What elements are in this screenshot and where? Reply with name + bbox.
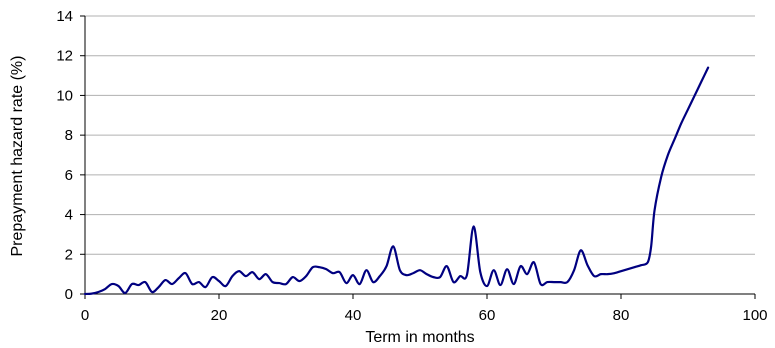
- y-tick-label: 12: [56, 48, 73, 65]
- y-tick-label: 4: [65, 207, 73, 224]
- y-tick-label: 14: [56, 8, 73, 25]
- y-tick-labels: 0 2 4 6 8 10 12 14: [56, 8, 73, 303]
- x-tick-label: 80: [613, 307, 630, 324]
- grid-lines: [85, 15, 755, 255]
- x-tick-label: 20: [211, 307, 228, 324]
- y-tick-label: 6: [65, 167, 73, 184]
- x-tick-label: 40: [345, 307, 362, 324]
- y-tick-label: 2: [65, 246, 73, 263]
- y-tick-label: 0: [65, 286, 73, 303]
- y-tick-label: 8: [65, 127, 73, 144]
- x-tick-label: 0: [81, 307, 89, 324]
- series-line: [83, 66, 710, 296]
- x-tick-labels: 0 20 40 60 80 100: [81, 307, 768, 324]
- x-axis-title: Term in months: [365, 329, 474, 346]
- axes: [80, 15, 756, 299]
- y-axis-title: Prepayment hazard rate (%): [9, 56, 26, 257]
- x-tick-label: 100: [742, 307, 767, 324]
- x-tick-label: 60: [479, 307, 496, 324]
- y-tick-label: 10: [56, 87, 73, 104]
